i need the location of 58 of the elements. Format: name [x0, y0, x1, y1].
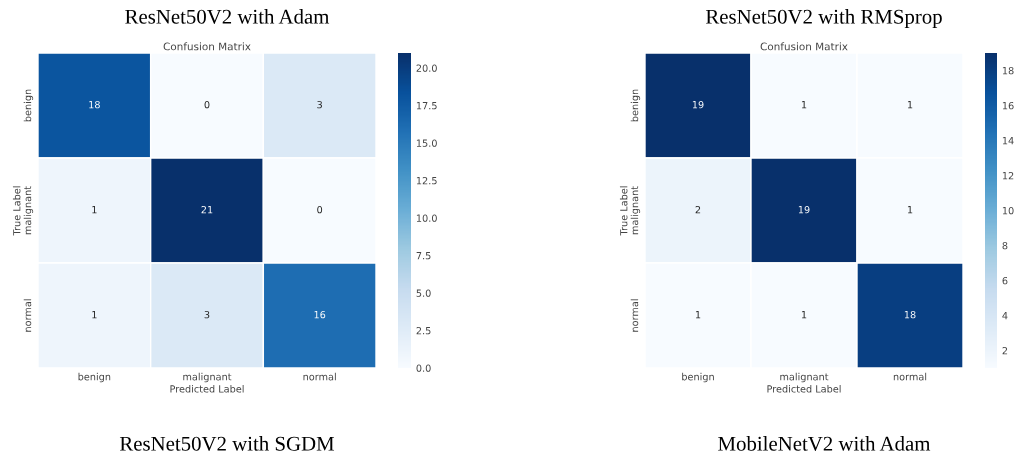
- data-label: 3: [317, 100, 322, 109]
- data-label: 16: [314, 310, 326, 319]
- data-label: 18: [904, 310, 916, 319]
- data-label: 19: [692, 100, 704, 109]
- color-bar-label: 0.0: [416, 364, 431, 372]
- data-label: 1: [92, 311, 97, 319]
- color-bar-label: 10.0: [416, 214, 437, 222]
- color-bar-label: 18: [1002, 66, 1014, 75]
- y-tick-label: benign: [23, 89, 34, 122]
- data-label: 1: [695, 311, 701, 319]
- y-tick-label: malignant: [23, 186, 34, 235]
- data-label: 18: [89, 100, 100, 109]
- x-tick-label: malignant: [183, 372, 232, 383]
- color-bar-label: 20.0: [416, 64, 437, 72]
- chart-subtitle: Confusion Matrix: [163, 42, 251, 51]
- data-label: 21: [201, 205, 213, 214]
- x-axis-title: Predicted Label: [170, 385, 244, 393]
- x-tick-label: benign: [682, 372, 714, 383]
- chart-title: ResNet50V2 with RMSprop: [705, 9, 942, 28]
- color-bar-label: 2: [1002, 346, 1008, 355]
- x-tick-label: normal: [303, 372, 336, 381]
- y-tick-label: malignant: [630, 186, 641, 235]
- data-label: 1: [92, 206, 97, 214]
- data-label: 1: [801, 311, 807, 319]
- x-tick-label: normal: [893, 372, 927, 381]
- color-bar-label: 16: [1002, 101, 1014, 110]
- x-tick-label: benign: [78, 372, 111, 383]
- color-bar-label: 14: [1002, 137, 1014, 145]
- x-axis-title: Predicted Label: [767, 385, 841, 393]
- chart-subtitle: Confusion Matrix: [760, 42, 848, 51]
- data-label: 0: [317, 205, 323, 214]
- color-bar-label: 15.0: [416, 139, 437, 147]
- color-bar-label: 10: [1002, 206, 1014, 215]
- color-bar-label: 2.5: [416, 326, 431, 335]
- data-label: 19: [798, 205, 810, 214]
- text: ResNet50V2 with SGDM: [119, 436, 335, 451]
- y-tick-label: normal: [23, 299, 32, 332]
- color-bar-label: 7.5: [416, 252, 431, 260]
- color-bar-label: 12: [1002, 171, 1014, 180]
- x-tick-label: malignant: [780, 372, 829, 383]
- color-bar-label: 12.5: [416, 176, 437, 185]
- data-label: 0: [204, 100, 210, 109]
- y-tick-label: normal: [630, 299, 639, 332]
- data-label: 1: [907, 101, 913, 109]
- data-label: 1: [801, 101, 807, 109]
- color-bar-label: 5.0: [416, 289, 431, 297]
- color-bar-label: 8: [1002, 241, 1008, 250]
- data-label: 3: [204, 310, 210, 319]
- color-bar-label: 6: [1002, 276, 1008, 285]
- color-bar-label: 17.5: [416, 102, 437, 110]
- data-label: 2: [695, 205, 701, 214]
- data-label: 1: [907, 206, 913, 214]
- y-axis-title: True Label: [12, 186, 21, 236]
- y-tick-label: benign: [630, 89, 641, 122]
- text: MobileNetV2 with Adam: [718, 436, 931, 451]
- chart-title: ResNet50V2 with Adam: [125, 9, 330, 24]
- y-axis-title: True Label: [619, 186, 628, 236]
- color-bar-label: 4: [1002, 312, 1008, 320]
